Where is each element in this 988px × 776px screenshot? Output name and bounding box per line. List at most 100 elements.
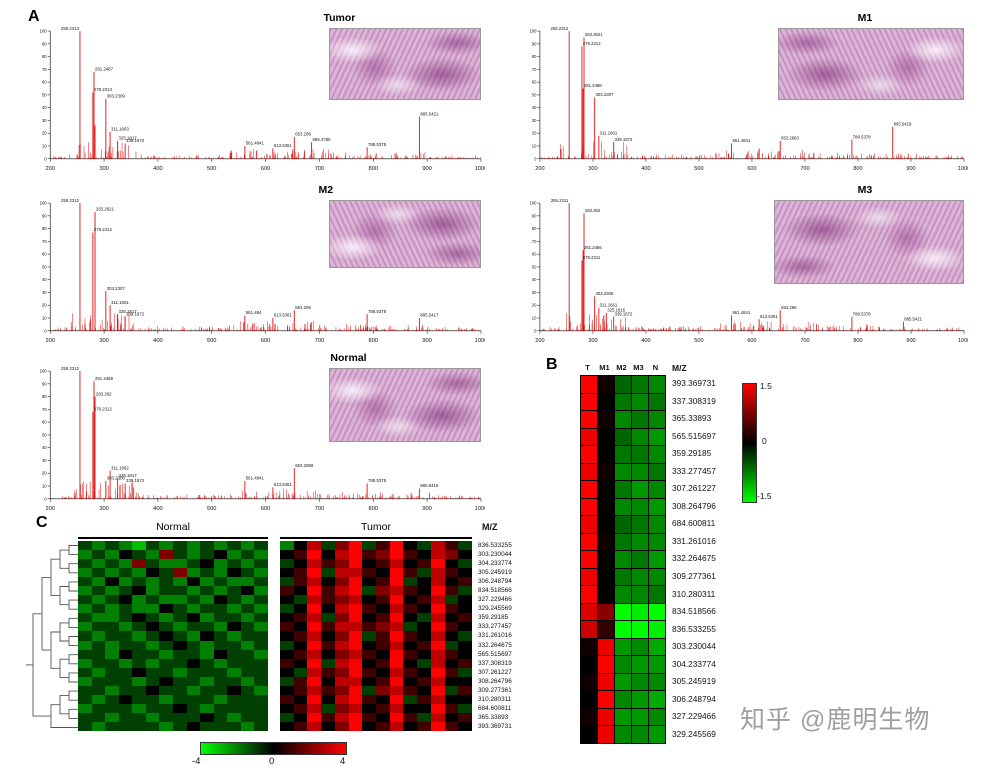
- heatmap-c-cell: [293, 559, 308, 569]
- heatmap-c-cell: [227, 676, 241, 686]
- heatmap-c-cell: [348, 631, 363, 641]
- heatmap-c-cell: [334, 604, 349, 614]
- heatmap-c-cell: [78, 586, 92, 596]
- heatmap-b-cell: [598, 621, 614, 638]
- heatmap-c-cell: [105, 595, 119, 605]
- heatmap-c-cell: [458, 685, 472, 695]
- heatmap-c-cell: [132, 694, 146, 704]
- heatmap-c-cell: [458, 550, 472, 560]
- heatmap-c-cell: [200, 640, 214, 650]
- heatmap-c-cell: [105, 622, 119, 632]
- heatmap-c-cell: [145, 550, 160, 560]
- heatmap-c-cell: [227, 577, 241, 587]
- heatmap-c-cell: [362, 604, 376, 614]
- heatmap-c-cell: [444, 604, 459, 614]
- heatmap-c-cell: [444, 712, 459, 722]
- heatmap-c-cell: [118, 703, 133, 713]
- heatmap-b-cell: [598, 376, 614, 393]
- mz-row-label: 359.29185: [672, 448, 712, 459]
- heatmap-c-cell: [348, 685, 363, 695]
- axis-tick-label: 60: [42, 420, 47, 425]
- heatmap-c-cell: [444, 613, 459, 623]
- heatmap-c-cell: [280, 550, 294, 560]
- mass-spectrum-plot-m3: 0 10 20 30 40 50 60 70 80 90 100 200 300 400 500 600 700…: [529, 198, 968, 344]
- heatmap-c-cell: [376, 604, 390, 614]
- peak-label: 311.1662: [111, 465, 129, 470]
- heatmap-c-cell: [321, 667, 335, 677]
- axis-tick-label: 1000: [475, 506, 485, 512]
- heatmap-c-cell: [348, 676, 363, 686]
- heatmap-c-cell: [321, 658, 335, 668]
- heatmap-c-cell: [403, 568, 418, 578]
- heatmap-c-cell: [321, 613, 335, 623]
- heatmap-c-cell: [186, 550, 201, 560]
- heatmap-c-cell: [254, 550, 268, 560]
- heatmap-c-cell: [105, 649, 119, 659]
- heatmap-b-cell: [632, 516, 648, 533]
- axis-tick-label: 80: [42, 54, 47, 59]
- heatmap-c-cell: [307, 667, 322, 677]
- heatmap-b-cell: [632, 638, 648, 655]
- axis-tick-label: 1000: [475, 338, 485, 344]
- heatmap-c-cell: [227, 649, 241, 659]
- heatmap-c-cell: [145, 658, 160, 668]
- heatmap-b-cell: [615, 691, 631, 708]
- heatmap-c-cell: [132, 685, 146, 695]
- axis-tick-label: 800: [369, 506, 378, 512]
- peak-label: 653.296: [295, 132, 311, 137]
- heatmap-c-cell: [458, 703, 472, 713]
- heatmap-c-cell: [417, 685, 431, 695]
- heatmap-b-column-header: N: [652, 363, 659, 372]
- heatmap-c-cell: [240, 631, 255, 641]
- heatmap-c-cell: [78, 640, 92, 650]
- heatmap-c-cell: [78, 712, 92, 722]
- heatmap-c-cell: [118, 613, 133, 623]
- heatmap-c-cell: [334, 640, 349, 650]
- heatmap-c-cell: [105, 541, 119, 551]
- heatmap-c-cell: [78, 658, 92, 668]
- heatmap-c-cell: [132, 613, 146, 623]
- panel-b-label: B: [546, 356, 558, 373]
- heatmap-c-cell: [362, 721, 376, 731]
- mz-row-label: 834.518566: [478, 587, 512, 595]
- heatmap-c-cell: [376, 676, 390, 686]
- heatmap-c-cell: [307, 586, 322, 596]
- heatmap-c-cell: [458, 649, 472, 659]
- heatmap-c-cell: [240, 685, 255, 695]
- heatmap-b-cell: [581, 551, 597, 568]
- peak-label: 561.4841: [732, 138, 750, 143]
- heatmap-c-cell: [78, 676, 92, 686]
- heatmap-c-cell: [417, 550, 431, 560]
- heatmap-c-cell: [417, 568, 431, 578]
- heatmap-c-cell: [78, 631, 92, 641]
- heatmap-c-cell: [240, 640, 255, 650]
- heatmap-c-cell: [458, 586, 472, 596]
- heatmap-c-cell: [254, 604, 268, 614]
- heatmap-b-column-header: T: [585, 363, 590, 372]
- heatmap-c-cell: [186, 649, 201, 659]
- heatmap-c-cell: [118, 685, 133, 695]
- heatmap-c-cell: [78, 595, 92, 605]
- peak-label: 885.5415: [420, 483, 439, 488]
- heatmap-c-cell: [362, 703, 376, 713]
- mz-row-label: 307.261227: [672, 483, 716, 494]
- colorbar-c-max-label: 4: [340, 756, 346, 767]
- heatmap-b-cell: [598, 393, 614, 410]
- heatmap-c-cell: [78, 703, 92, 713]
- axis-tick-label: 60: [42, 252, 47, 257]
- mz-row-label: 365.33893: [478, 713, 509, 721]
- heatmap-c-cell: [227, 694, 241, 704]
- heatmap-c-cell: [362, 667, 376, 677]
- heatmap-c-cell: [186, 640, 201, 650]
- peak-label: 325.1817: [119, 309, 138, 314]
- heatmap-c-cell: [403, 694, 418, 704]
- heatmap-b-cell: [581, 481, 597, 498]
- heatmap-b-cell: [649, 376, 665, 393]
- heatmap-c-cell: [376, 667, 390, 677]
- heatmap-c-cell: [417, 631, 431, 641]
- heatmap-b-cell: [649, 708, 665, 725]
- axis-tick-label: 100: [529, 29, 537, 34]
- heatmap-c-cell: [91, 541, 106, 551]
- axis-tick-label: 600: [747, 338, 756, 344]
- heatmap-c-cell: [458, 541, 472, 551]
